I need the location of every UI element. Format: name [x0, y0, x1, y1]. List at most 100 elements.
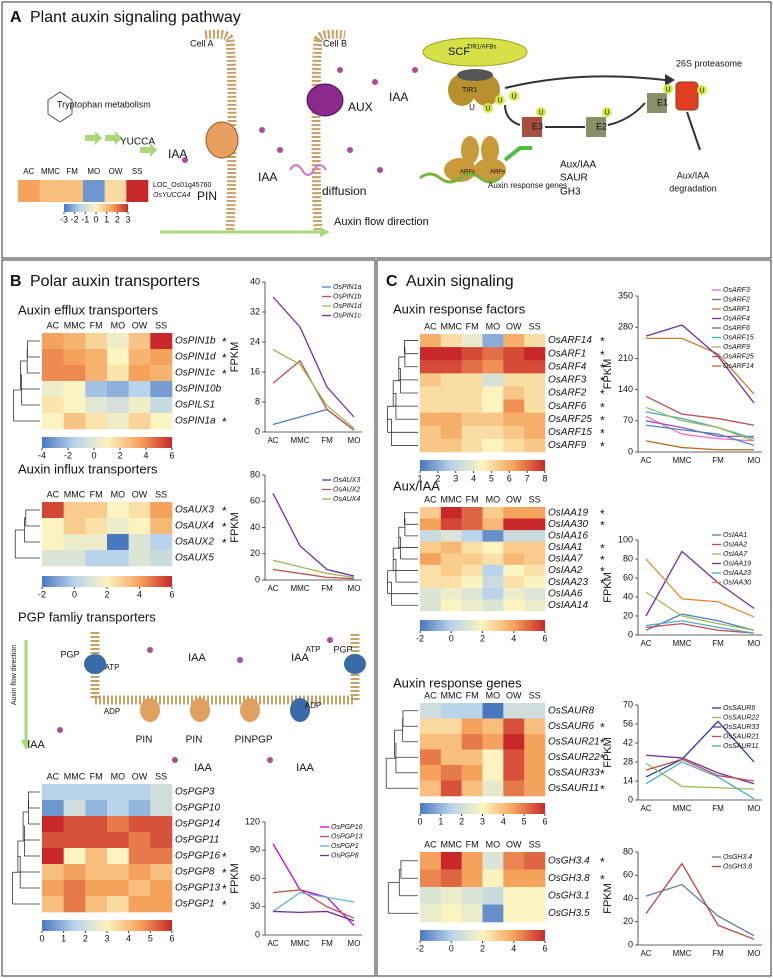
- diagram-label: YUCCA: [120, 137, 155, 148]
- column-label: OW: [132, 771, 148, 781]
- series-line: [645, 424, 755, 446]
- colorbar-tick-label: 0: [93, 214, 98, 224]
- ubiquitin: [536, 107, 546, 117]
- heatmap-cell: [440, 518, 462, 531]
- heatmap-cell: [482, 373, 504, 387]
- colorbar-tick-label: 6: [169, 933, 174, 943]
- heatmap-cell: [440, 780, 462, 797]
- heatmap-cell: [42, 413, 64, 430]
- heatmap-cell: [128, 848, 151, 865]
- series-line: [272, 493, 355, 577]
- column-label: MMC: [441, 839, 463, 849]
- heatmap-cell: [420, 904, 442, 923]
- heatmap-cell: [63, 413, 86, 430]
- significance-mark: *: [222, 536, 227, 550]
- series-line: [272, 568, 355, 580]
- heatmap-cell: [461, 780, 483, 797]
- heatmap-cell: [461, 703, 483, 719]
- heatmap-cell: [524, 564, 546, 577]
- heatmap-cell: [461, 587, 483, 600]
- x-tick-label: MMC: [672, 804, 691, 813]
- heatmap-cell: [440, 869, 462, 888]
- heatmap-cell: [42, 502, 64, 519]
- dendrogram: [387, 512, 418, 606]
- row-label: OsAUX2: [175, 537, 214, 548]
- column-label: SS: [529, 321, 541, 331]
- colorbar-tick-label: 1: [438, 816, 443, 826]
- x-tick-label: AC: [640, 456, 651, 465]
- y-tick-label: 40: [623, 893, 633, 903]
- significance-mark: *: [600, 565, 605, 579]
- heatmap-cell: [85, 333, 108, 350]
- heatmap-cell: [107, 349, 129, 366]
- heatmap-cell: [440, 703, 462, 719]
- heatmap-cell: [42, 349, 64, 366]
- panel-title: Auxin signaling: [406, 273, 514, 290]
- significance-mark: *: [222, 351, 227, 365]
- heatmap-cell: [63, 800, 86, 817]
- heatmap-cell: [461, 718, 483, 735]
- legend-label: OsIAA1: [723, 532, 747, 539]
- series-line: [272, 843, 355, 927]
- column-label: FM: [466, 839, 479, 849]
- row-label: OsIAA7: [548, 554, 583, 565]
- heatmap-cell: [420, 541, 442, 554]
- y-tick-label: 42: [623, 737, 633, 747]
- diagram-label: ADP: [104, 707, 120, 716]
- heatmap-cell: [503, 373, 525, 387]
- row-label: OsSAUR21: [548, 736, 600, 747]
- colorbar-tick-label: 8: [542, 473, 547, 483]
- y-tick-label: 0: [255, 574, 260, 584]
- column-label: MO: [486, 494, 501, 504]
- colorbar-tick-label: 5: [489, 473, 494, 483]
- heatmap-cell: [482, 564, 504, 577]
- heatmap-cell: [107, 365, 129, 382]
- heatmap-cell: [420, 887, 442, 905]
- row-label: OsGH3.5: [548, 908, 590, 919]
- diagram-label: Aux/IAA: [677, 170, 710, 180]
- heatmap-cell: [85, 413, 108, 430]
- row-label: OsPIN1d: [175, 352, 216, 363]
- dendrogram: [387, 340, 418, 446]
- column-label: FM: [466, 690, 479, 700]
- heatmap-cell: [420, 438, 442, 453]
- heatmap-cell: [150, 397, 173, 414]
- heatmap-cell: [107, 502, 129, 519]
- significance-mark: *: [600, 361, 605, 375]
- series-line: [645, 622, 755, 634]
- heatmap-cell: [150, 832, 173, 849]
- series-line: [272, 910, 355, 922]
- panel-title: Plant auxin signaling pathway: [30, 9, 241, 26]
- heatmap-cell: [107, 333, 129, 350]
- column-label: FM: [466, 494, 479, 504]
- panel-title: Polar auxin transporters: [30, 273, 200, 290]
- panel-c-frame: [376, 259, 772, 977]
- row-label: OsIAA16: [548, 531, 588, 542]
- diagram-label: ARFs: [460, 170, 475, 176]
- group-title: Auxin efflux transporters: [18, 302, 158, 317]
- colorbar: [420, 803, 545, 814]
- series-line: [646, 337, 755, 395]
- x-tick-label: MMC: [290, 939, 309, 948]
- heatmap-cell: [150, 365, 173, 382]
- heatmap-cell: [150, 413, 173, 430]
- y-tick-label: 40: [250, 522, 260, 532]
- diagram-label: PIN: [235, 735, 252, 746]
- heatmap-cell: [128, 550, 151, 567]
- diagram-label: ATP: [105, 663, 120, 672]
- significance-mark: *: [222, 866, 227, 880]
- heatmap-cell: [18, 180, 40, 202]
- column-label: AC: [47, 320, 60, 330]
- pathway-art: [47, 29, 701, 237]
- diagram-label: Auxin flow direction: [334, 216, 429, 228]
- heatmap-cell: [420, 425, 442, 440]
- heatmap-cell: [524, 386, 546, 400]
- diagram-label: Auxin flow direction: [11, 645, 18, 705]
- y-tick-label: 0: [628, 794, 633, 804]
- colorbar-tick-label: 4: [137, 589, 142, 599]
- significance-mark: *: [600, 542, 605, 556]
- colorbar-tick-label: 3: [480, 816, 485, 826]
- significance-mark: *: [600, 720, 605, 734]
- diagram-label: E3: [532, 121, 543, 131]
- significance-mark: *: [222, 520, 227, 534]
